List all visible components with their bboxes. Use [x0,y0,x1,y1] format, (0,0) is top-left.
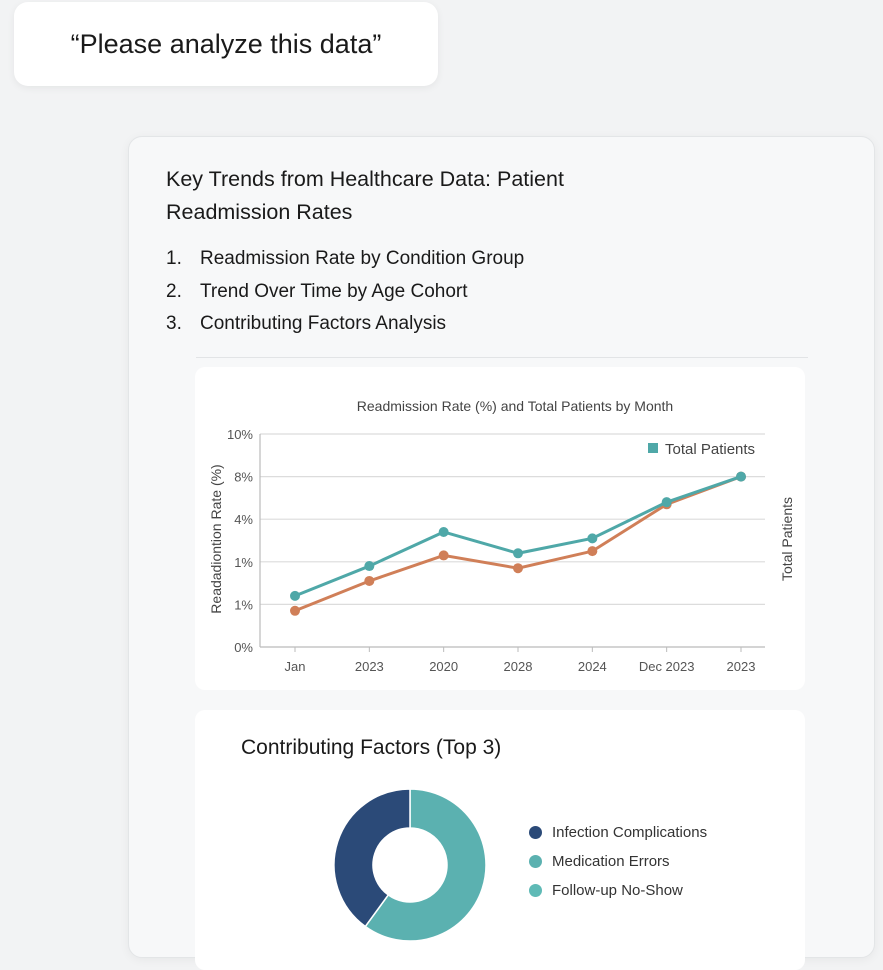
list-item: 3. Contributing Factors Analysis [166,313,447,334]
list-item: 1. Readmission Rate by Condition Group [166,248,525,269]
x-tick-label: 2023 [355,659,384,674]
y-tick-label: 0% [234,640,253,655]
chart-title: Readmission Rate (%) and Total Patients … [357,398,673,414]
y2-axis-label: Total Patients [779,497,795,581]
y-tick-label: 8% [234,470,253,485]
data-point [290,605,300,616]
data-point [513,548,523,559]
x-tick-label: 2028 [504,659,533,674]
donut-title: Contributing Factors (Top 3) [241,736,502,759]
prompt-text: “Please analyze this data” [70,28,382,59]
data-point [438,526,449,537]
y-tick-label: 1% [234,555,253,570]
donut-chart-card: Contributing Factors (Top 3) Infection C… [195,710,805,970]
legend-label: Total Patients [665,441,755,458]
data-point [587,533,598,544]
data-point [513,563,523,574]
line-chart-card: Readmission Rate (%) and Total Patients … [195,367,805,690]
x-tick-label: 2020 [429,659,458,674]
donut-legend: Infection Complications Medication Error… [529,818,707,905]
donut-chart [333,788,487,942]
legend-item: Infection Complications [529,818,707,847]
user-prompt-bubble: “Please analyze this data” [14,2,438,86]
x-tick-label: 2024 [578,659,607,674]
y-tick-label: 10% [227,427,253,442]
legend-swatch [648,443,658,453]
data-point [736,471,746,482]
legend-dot [529,855,542,868]
data-point [364,575,375,586]
donut-slice [333,788,411,928]
divider [196,357,808,358]
y-tick-label: 4% [234,512,253,527]
line-chart: Readmission Rate (%) and Total Patients … [208,398,795,674]
legend-item: Medication Errors [529,847,707,876]
series-line [294,475,742,613]
legend-dot [529,884,542,897]
y-tick-label: 1% [234,597,253,612]
list-item: 2. Trend Over Time by Age Cohort [166,280,468,302]
topic-list: 1. Readmission Rate by Condition Group 2.… [166,243,524,341]
response-title: Key Trends from Healthcare Data: Patient… [166,167,564,224]
x-tick-label: Jan [285,659,306,674]
legend-item: Follow-up No-Show [529,876,707,905]
data-point [438,550,449,561]
x-tick-label: Dec 2023 [639,659,695,674]
series-line [294,475,742,598]
x-tick-label: 2023 [727,659,756,674]
data-point [364,561,375,572]
data-point [587,546,598,557]
legend-dot [529,826,542,839]
data-point [290,590,300,601]
y-axis-label: Readadiontion Rate (%) [208,464,224,613]
data-point [661,497,672,508]
